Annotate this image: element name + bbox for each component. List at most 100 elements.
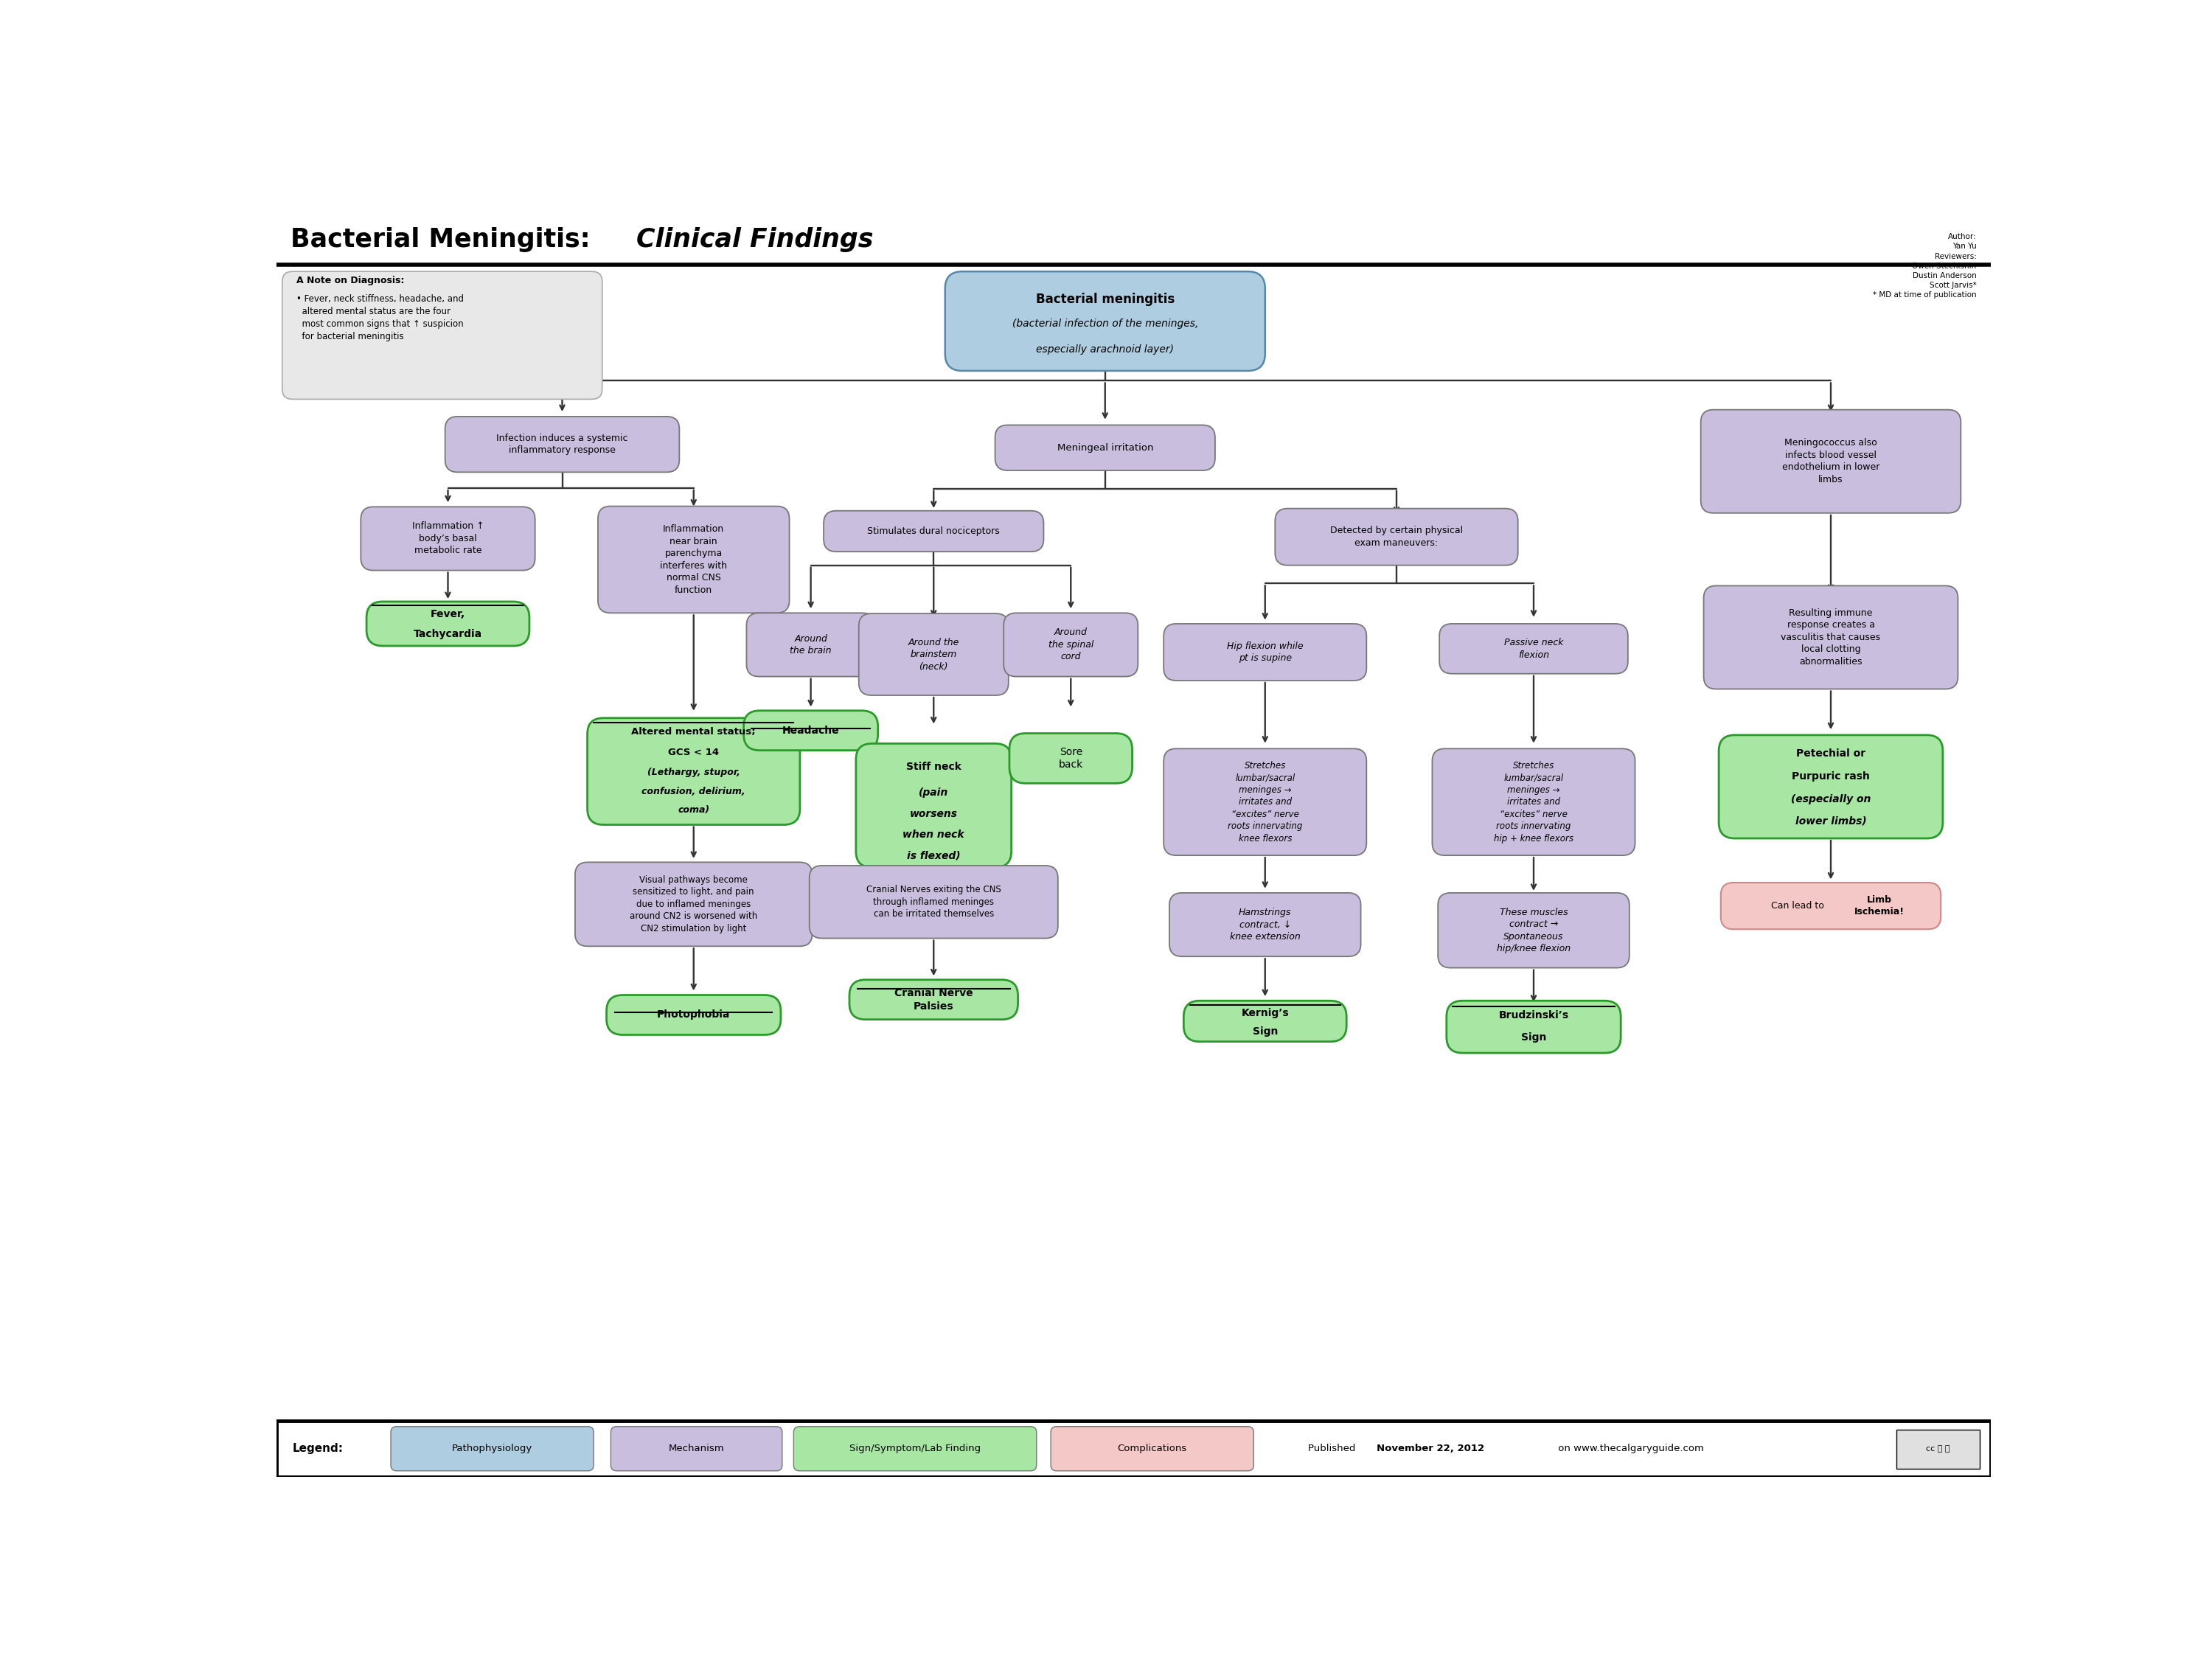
- Text: worsens: worsens: [909, 810, 958, 820]
- Text: Sign: Sign: [1522, 1032, 1546, 1042]
- FancyBboxPatch shape: [392, 1427, 593, 1472]
- Text: Bacterial meningitis: Bacterial meningitis: [1035, 294, 1175, 307]
- Text: Headache: Headache: [783, 725, 838, 735]
- FancyBboxPatch shape: [856, 743, 1011, 868]
- FancyBboxPatch shape: [945, 272, 1265, 372]
- FancyBboxPatch shape: [794, 1427, 1037, 1472]
- Text: Meningeal irritation: Meningeal irritation: [1057, 443, 1152, 453]
- Text: Purpuric rash: Purpuric rash: [1792, 771, 1869, 781]
- Text: confusion, delirium,: confusion, delirium,: [641, 786, 745, 796]
- FancyBboxPatch shape: [367, 602, 529, 645]
- FancyBboxPatch shape: [743, 710, 878, 750]
- FancyBboxPatch shape: [1896, 1430, 1980, 1468]
- FancyBboxPatch shape: [745, 612, 876, 677]
- FancyBboxPatch shape: [445, 416, 679, 473]
- Text: Visual pathways become
sensitized to light, and pain
due to inflamed meninges
ar: Visual pathways become sensitized to lig…: [630, 874, 757, 934]
- Text: is flexed): is flexed): [907, 849, 960, 861]
- FancyBboxPatch shape: [1447, 1000, 1621, 1053]
- FancyBboxPatch shape: [1164, 748, 1367, 856]
- Text: Detected by certain physical
exam maneuvers:: Detected by certain physical exam maneuv…: [1329, 526, 1462, 547]
- FancyBboxPatch shape: [823, 511, 1044, 552]
- FancyBboxPatch shape: [361, 506, 535, 571]
- Text: Stimulates dural nociceptors: Stimulates dural nociceptors: [867, 526, 1000, 536]
- Text: cc ⓑ ⓢ: cc ⓑ ⓢ: [1927, 1445, 1949, 1452]
- Text: Bacterial Meningitis:: Bacterial Meningitis:: [290, 227, 599, 252]
- Text: Resulting immune
response creates a
vasculitis that causes
local clotting
abnorm: Resulting immune response creates a vasc…: [1781, 609, 1880, 667]
- FancyBboxPatch shape: [575, 863, 812, 946]
- FancyBboxPatch shape: [1721, 883, 1940, 929]
- Text: Pathophysiology: Pathophysiology: [451, 1443, 533, 1453]
- Text: Meningococcus also
infects blood vessel
endothelium in lower
limbs: Meningococcus also infects blood vessel …: [1783, 438, 1880, 484]
- FancyBboxPatch shape: [1701, 410, 1960, 513]
- FancyBboxPatch shape: [1431, 748, 1635, 856]
- Text: GCS < 14: GCS < 14: [668, 748, 719, 758]
- Text: November 22, 2012: November 22, 2012: [1376, 1443, 1484, 1453]
- Text: Around
the spinal
cord: Around the spinal cord: [1048, 627, 1093, 662]
- Text: These muscles
contract →
Spontaneous
hip/knee flexion: These muscles contract → Spontaneous hip…: [1498, 907, 1571, 954]
- Text: (especially on: (especially on: [1792, 795, 1871, 805]
- FancyBboxPatch shape: [611, 1427, 783, 1472]
- Text: Complications: Complications: [1117, 1443, 1188, 1453]
- FancyBboxPatch shape: [1274, 509, 1517, 566]
- Text: Kernig’s: Kernig’s: [1241, 1009, 1290, 1019]
- Text: (Lethargy, stupor,: (Lethargy, stupor,: [648, 768, 741, 778]
- Text: Petechial or: Petechial or: [1796, 748, 1865, 758]
- FancyBboxPatch shape: [1004, 612, 1137, 677]
- FancyBboxPatch shape: [1009, 733, 1133, 783]
- Text: Hip flexion while
pt is supine: Hip flexion while pt is supine: [1228, 642, 1303, 664]
- Text: Sign: Sign: [1252, 1027, 1279, 1037]
- Text: • Fever, neck stiffness, headache, and
  altered mental status are the four
  mo: • Fever, neck stiffness, headache, and a…: [296, 294, 465, 342]
- FancyBboxPatch shape: [1183, 1000, 1347, 1042]
- Text: on www.thecalgaryguide.com: on www.thecalgaryguide.com: [1555, 1443, 1703, 1453]
- Text: Cranial Nerves exiting the CNS
through inflamed meninges
can be irritated themse: Cranial Nerves exiting the CNS through i…: [867, 884, 1002, 919]
- FancyBboxPatch shape: [1438, 893, 1630, 967]
- Text: Stretches
lumbar/sacral
meninges →
irritates and
“excites” nerve
roots innervati: Stretches lumbar/sacral meninges → irrit…: [1493, 761, 1573, 843]
- Text: Inflammation ↑
body’s basal
metabolic rate: Inflammation ↑ body’s basal metabolic ra…: [411, 521, 484, 556]
- Text: Brudzinski’s: Brudzinski’s: [1498, 1010, 1568, 1020]
- FancyBboxPatch shape: [1703, 586, 1958, 688]
- Text: Author:
Yan Yu
Reviewers:
Owen Stechishin
Dustin Anderson
Scott Jarvis*
* MD at : Author: Yan Yu Reviewers: Owen Stechishi…: [1874, 234, 1978, 299]
- Text: Altered mental status;: Altered mental status;: [630, 727, 757, 737]
- FancyBboxPatch shape: [283, 272, 602, 400]
- Text: Limb
Ischemia!: Limb Ischemia!: [1854, 896, 1905, 917]
- FancyBboxPatch shape: [1051, 1427, 1254, 1472]
- FancyBboxPatch shape: [276, 1420, 1991, 1477]
- FancyBboxPatch shape: [588, 718, 801, 825]
- Text: Fever,: Fever,: [431, 609, 465, 619]
- FancyBboxPatch shape: [1170, 893, 1360, 957]
- Text: Stretches
lumbar/sacral
meninges →
irritates and
“excites” nerve
roots innervati: Stretches lumbar/sacral meninges → irrit…: [1228, 761, 1303, 843]
- Text: Cranial Nerve
Palsies: Cranial Nerve Palsies: [894, 987, 973, 1012]
- Text: Photophobia: Photophobia: [657, 1010, 730, 1020]
- FancyBboxPatch shape: [1440, 624, 1628, 674]
- Text: Sign/Symptom/Lab Finding: Sign/Symptom/Lab Finding: [849, 1443, 980, 1453]
- Text: Around the
brainstem
(neck): Around the brainstem (neck): [909, 637, 960, 672]
- Text: lower limbs): lower limbs): [1796, 816, 1867, 826]
- FancyBboxPatch shape: [597, 506, 790, 612]
- FancyBboxPatch shape: [810, 866, 1057, 939]
- Text: Tachycardia: Tachycardia: [414, 629, 482, 639]
- Text: Sore
back: Sore back: [1060, 747, 1084, 770]
- FancyBboxPatch shape: [858, 614, 1009, 695]
- Text: Passive neck
flexion: Passive neck flexion: [1504, 637, 1564, 660]
- FancyBboxPatch shape: [1719, 735, 1942, 838]
- Text: (bacterial infection of the meninges,: (bacterial infection of the meninges,: [1013, 319, 1199, 328]
- Text: Inflammation
near brain
parenchyma
interferes with
normal CNS
function: Inflammation near brain parenchyma inter…: [659, 524, 728, 596]
- Text: Can lead to: Can lead to: [1772, 901, 1825, 911]
- Text: Published: Published: [1307, 1443, 1358, 1453]
- FancyBboxPatch shape: [995, 425, 1214, 471]
- Text: A Note on Diagnosis:: A Note on Diagnosis:: [296, 275, 405, 285]
- Text: Stiff neck: Stiff neck: [907, 761, 962, 771]
- Text: Legend:: Legend:: [292, 1443, 343, 1455]
- Text: Infection induces a systemic
inflammatory response: Infection induces a systemic inflammator…: [495, 433, 628, 455]
- Text: coma): coma): [677, 805, 710, 815]
- Text: Hamstrings
contract, ↓
knee extension: Hamstrings contract, ↓ knee extension: [1230, 907, 1301, 942]
- FancyBboxPatch shape: [606, 995, 781, 1035]
- FancyBboxPatch shape: [1164, 624, 1367, 680]
- Text: Clinical Findings: Clinical Findings: [637, 227, 874, 252]
- FancyBboxPatch shape: [849, 980, 1018, 1020]
- Text: especially arachnoid layer): especially arachnoid layer): [1035, 345, 1175, 355]
- Text: Around
the brain: Around the brain: [790, 634, 832, 655]
- Text: when neck: when neck: [902, 830, 964, 839]
- Text: (pain: (pain: [918, 788, 949, 798]
- Text: Mechanism: Mechanism: [668, 1443, 723, 1453]
